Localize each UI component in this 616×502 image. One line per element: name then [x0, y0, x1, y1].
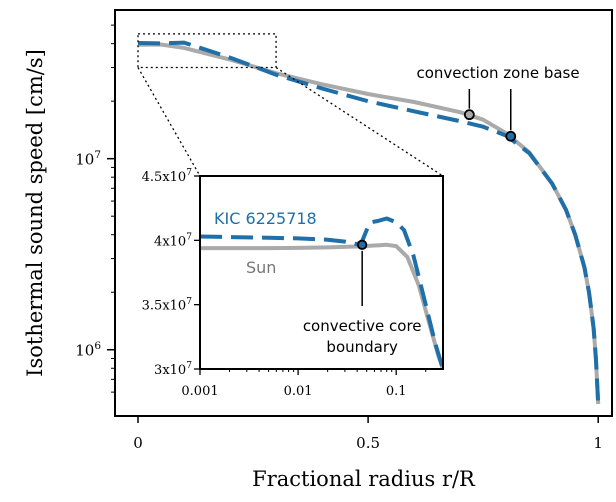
main-xtick-label: 1	[593, 434, 603, 452]
inset-ytick-label: 4.5x107	[142, 168, 193, 185]
inset-plot-area	[200, 216, 443, 369]
main-sun-marker	[463, 109, 475, 121]
main-xlabel: Fractional radius r/R	[252, 467, 476, 491]
main-kic-6225718-line	[137, 40, 601, 405]
inset-ytick-label: 3x107	[154, 361, 192, 378]
main-xtick-label: 0	[133, 434, 143, 452]
inset-sun-label: Sun	[246, 258, 276, 277]
inset-ytick-label: 4x107	[154, 232, 192, 249]
inset-ytick-label: 3.5x107	[142, 297, 193, 314]
main-axes-frame	[114, 9, 613, 417]
main-xtick-label: 0.5	[356, 434, 380, 452]
core-boundary-label-line1: convective core	[303, 317, 422, 335]
inset-chart: 0.001 0.01 0.1 3x107 3.5x107 4x107 4.5x107 KIC …	[142, 168, 444, 399]
inset-background	[200, 176, 443, 369]
zoom-region-box	[137, 33, 277, 69]
zoom-connector-right	[275, 66, 444, 177]
core-boundary-label-line2: boundary	[326, 338, 398, 356]
inset-kic-6225718-line	[200, 216, 443, 369]
zoom-indicator	[137, 33, 444, 177]
zoom-connector-left	[137, 67, 201, 177]
inset-kic-label: KIC 6225718	[214, 209, 317, 228]
main-ytick-label: 106	[75, 340, 101, 360]
inset-xtick-label: 0.1	[386, 384, 407, 399]
inset-axes-frame	[199, 175, 444, 370]
inset-xtick-label: 0.01	[284, 384, 313, 399]
main-ytick-label: 107	[75, 149, 101, 169]
convection-zone-base-label: convection zone base	[416, 64, 579, 82]
main-ylabel: Isothermal sound speed [cm/s]	[23, 49, 47, 377]
main-kic-marker	[505, 130, 517, 142]
inset-xtick-label: 0.001	[181, 384, 218, 399]
inset-core-boundary-marker	[357, 239, 368, 250]
main-chart: 0 0.5 1 106 107 Fractional radius r/R Isotherm…	[23, 9, 613, 491]
